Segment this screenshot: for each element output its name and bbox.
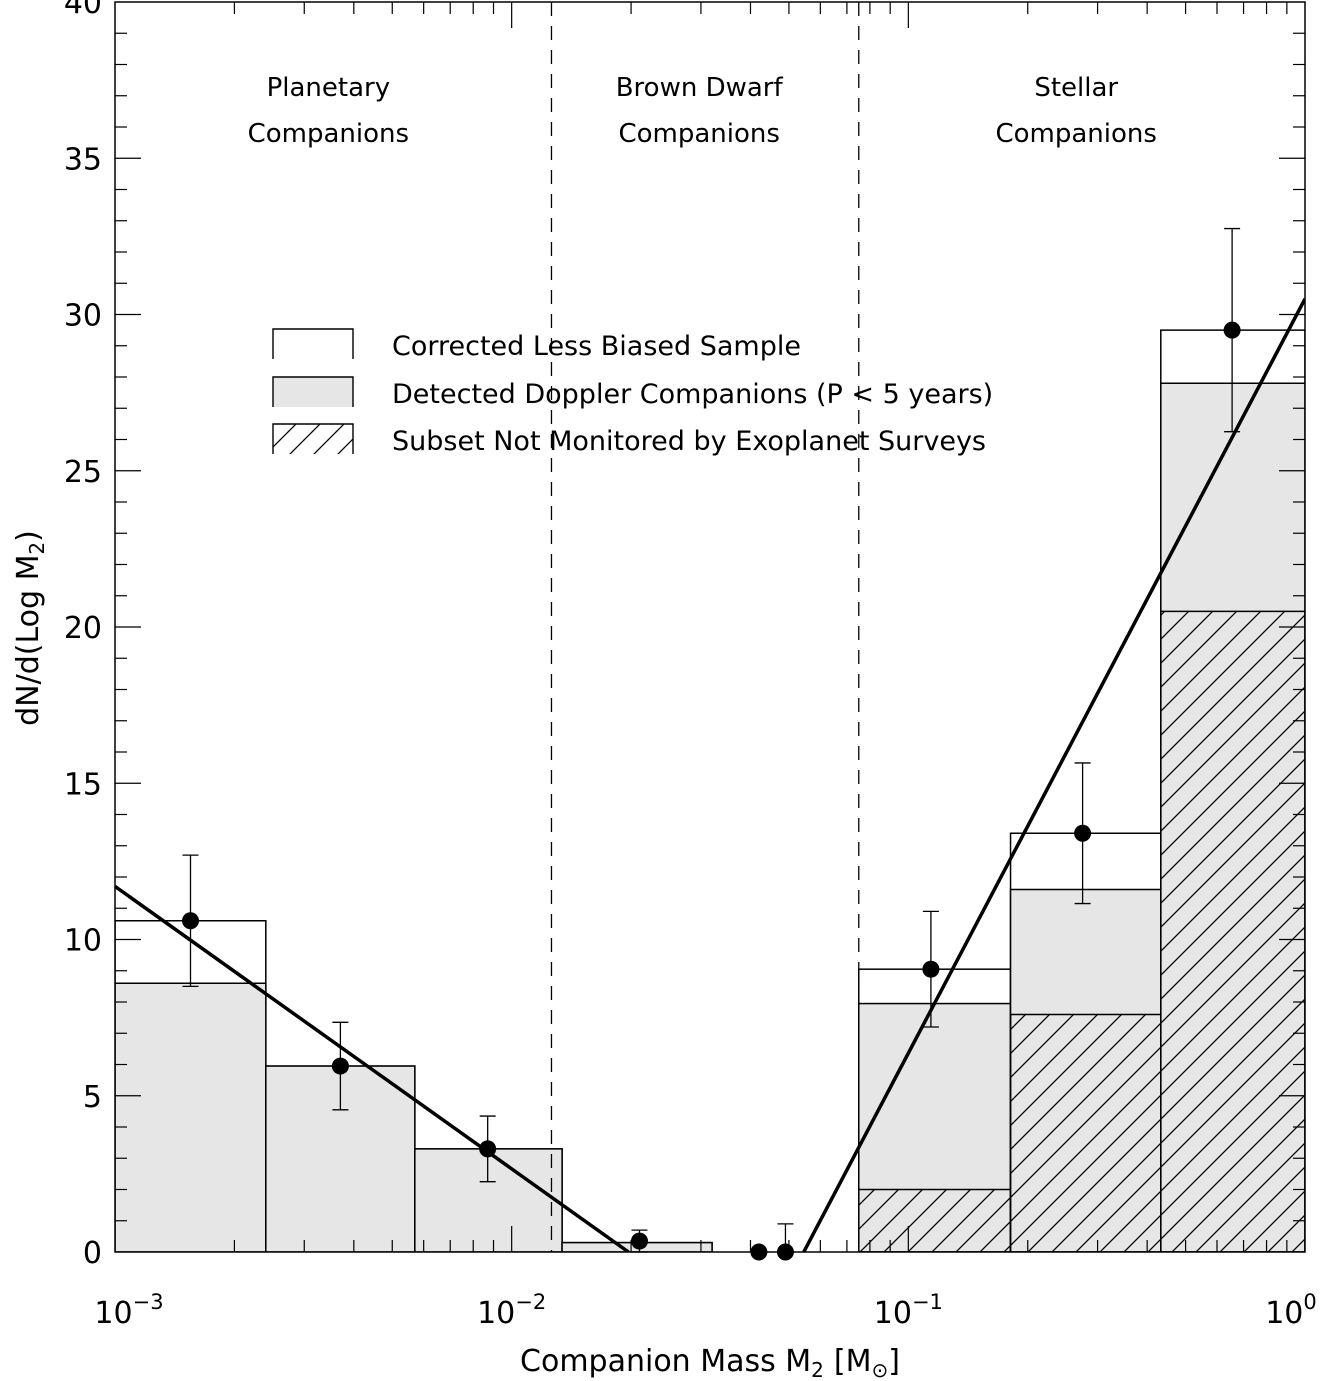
y-tick-label-10: 10 — [64, 924, 102, 959]
bin-subset-6 — [1160, 610, 1305, 1252]
region-label-0-line1: Planetary — [267, 73, 391, 103]
legend-item-subset: Subset Not Monitored by Exoplanet Survey… — [272, 423, 986, 457]
region-label-2-line2: Companions — [995, 119, 1156, 149]
legend-swatch-corrected — [273, 329, 353, 359]
legend-item-corrected: Corrected Less Biased Sample — [272, 328, 801, 362]
y-tick-label-0: 0 — [83, 1236, 102, 1271]
y-tick-label-40: 40 — [64, 0, 102, 21]
y-tick-label-5: 5 — [83, 1080, 102, 1115]
y-axis-title: dN/d(Log M2) — [11, 530, 49, 726]
legend-item-detected: Detected Doppler Companions (P < 5 years… — [272, 376, 993, 410]
legend-label-detected: Detected Doppler Companions (P < 5 years… — [392, 379, 993, 410]
legend-swatch-detected — [273, 377, 353, 407]
y-tick-label-25: 25 — [64, 455, 102, 490]
y-tick-label-15: 15 — [64, 767, 102, 802]
bin-detected-0 — [115, 982, 267, 1252]
y-tick-label-30: 30 — [64, 299, 102, 334]
data-point-6 — [922, 960, 940, 978]
x-tick-label-0: 10−3 — [94, 1290, 163, 1331]
legend-label-subset: Subset Not Monitored by Exoplanet Survey… — [392, 426, 986, 457]
y-tick-label-20: 20 — [64, 611, 102, 646]
stellar-fit-line — [802, 298, 1305, 1252]
region-label-2-line1: Stellar — [1034, 73, 1118, 103]
y-tick-label-35: 35 — [64, 142, 102, 177]
legend-swatch-subset — [273, 424, 353, 454]
x-tick-label-2: 10−1 — [874, 1290, 943, 1331]
data-point-7 — [1074, 824, 1092, 842]
region-label-1-line2: Companions — [618, 119, 779, 149]
bin-detected-2 — [414, 1148, 563, 1252]
bin-subset-5 — [1009, 1013, 1162, 1252]
legend-label-corrected: Corrected Less Biased Sample — [392, 331, 801, 362]
data-point-3 — [630, 1232, 648, 1250]
x-axis-title: Companion Mass M2 [M⊙] — [520, 1344, 900, 1381]
data-point-0 — [181, 912, 199, 930]
planetary-fit-line — [115, 884, 630, 1252]
bin-subset-4 — [858, 1188, 1012, 1252]
region-label-0-line2: Companions — [248, 119, 409, 149]
data-point-8 — [1223, 321, 1241, 339]
x-tick-label-3: 100 — [1265, 1290, 1317, 1331]
data-point-2 — [479, 1140, 497, 1158]
region-label-1-line1: Brown Dwarf — [616, 73, 784, 103]
data-point-1 — [331, 1057, 349, 1075]
x-tick-label-1: 10−2 — [477, 1290, 546, 1331]
